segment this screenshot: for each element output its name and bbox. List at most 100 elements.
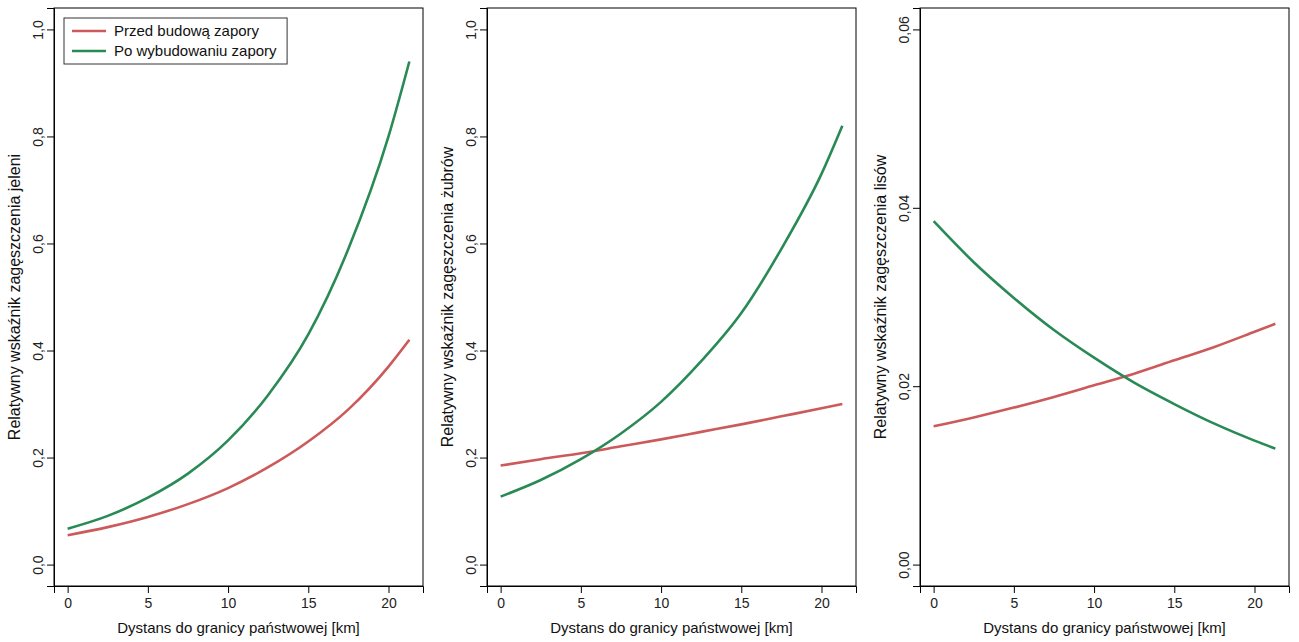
x-tick: 15 <box>301 586 317 611</box>
x-tick: 20 <box>381 586 397 611</box>
y-tick: 0,02 <box>896 373 920 400</box>
x-tick: 0 <box>497 586 505 611</box>
x-tick-mark <box>822 586 823 593</box>
x-tick-mark <box>389 586 390 593</box>
panel: 0 5 10 15 20 0,0 0,2 0,4 0,6 0,8 1,0 Dystans do gra… <box>6 8 424 636</box>
y-axis-title: Relatywny wskaźnik zagęszczenia jeleni <box>6 154 23 440</box>
x-tick: 20 <box>1247 586 1263 611</box>
x-tick-mark <box>1094 586 1095 593</box>
series-line <box>934 221 1276 448</box>
plot-frame <box>54 8 423 586</box>
y-tick-label: 0,8 <box>463 127 479 147</box>
y-tick-label: 0,4 <box>30 341 46 361</box>
y-tick: 0,06 <box>896 16 920 43</box>
x-tick: 15 <box>1167 586 1183 611</box>
panel: 051015200,000,020,040,06Dystans do grani… <box>872 8 1290 636</box>
y-tick-label: 0,00 <box>896 551 912 578</box>
panel: 0 5 10 15 20 0,0 0,2 0,4 0,6 0,8 1,0 Dystans do gra… <box>439 8 857 636</box>
y-tick-mark <box>480 29 487 30</box>
x-tick-label: 5 <box>144 595 152 611</box>
y-tick-mark <box>47 136 54 137</box>
y-tick: 0,00 <box>896 551 920 578</box>
x-tick-label: 10 <box>1087 595 1103 611</box>
x-tick-mark <box>308 586 309 593</box>
figure: 0 5 10 15 20 0,0 0,2 0,4 0,6 0,8 1,0 Dystans do gra… <box>0 0 1299 642</box>
y-tick-mark <box>47 351 54 352</box>
x-tick-label: 20 <box>381 595 397 611</box>
x-tick-label: 10 <box>654 595 670 611</box>
y-tick-label: 0,06 <box>896 16 912 43</box>
legend-box <box>64 18 287 64</box>
x-tick-mark <box>1174 586 1175 593</box>
x-tick: 10 <box>654 586 670 611</box>
y-tick: 1,0 <box>463 20 487 40</box>
x-axis: 0 5 10 15 20 <box>921 586 1290 611</box>
x-tick: 10 <box>221 586 237 611</box>
x-tick: 0 <box>64 586 72 611</box>
y-axis-line <box>480 9 488 587</box>
y-axis-title: Relatywny wskaźnik zagęszczenia żubrów <box>439 146 456 447</box>
y-tick-mark <box>913 208 920 209</box>
y-tick-mark <box>913 29 920 30</box>
y-tick-mark <box>913 565 920 566</box>
y-tick-label: 0,6 <box>30 234 46 254</box>
y-tick: 1,0 <box>30 20 54 40</box>
x-axis: 0 5 10 15 20 <box>55 586 424 611</box>
y-tick-label: 0,02 <box>896 373 912 400</box>
y-axis: 0,0 0,2 0,4 0,6 0,8 1,0 <box>463 9 488 587</box>
plot-frame <box>487 8 856 586</box>
y-tick-label: 0,6 <box>463 234 479 254</box>
lines <box>501 126 843 497</box>
series-line <box>501 404 843 466</box>
y-tick: 0,6 <box>30 234 54 254</box>
x-tick-label: 0 <box>930 595 938 611</box>
x-tick-label: 15 <box>301 595 317 611</box>
y-axis: 0,000,020,040,06 <box>896 9 921 587</box>
x-tick-label: 20 <box>814 595 830 611</box>
y-tick-label: 0,2 <box>30 448 46 468</box>
y-tick-mark <box>913 386 920 387</box>
y-tick-label: 0,0 <box>463 555 479 575</box>
x-axis-title: Dystans do granicy państwowej [km] <box>117 619 360 636</box>
x-tick: 20 <box>814 586 830 611</box>
x-tick-label: 5 <box>577 595 585 611</box>
lines <box>934 221 1276 448</box>
x-axis-line <box>488 587 857 594</box>
y-tick-mark <box>480 565 487 566</box>
y-tick: 0,4 <box>30 341 54 361</box>
y-tick-label: 0,4 <box>463 341 479 361</box>
x-axis-title: Dystans do granicy państwowej [km] <box>983 619 1226 636</box>
x-axis-title: Dystans do granicy państwowej [km] <box>550 619 793 636</box>
x-tick: 5 <box>144 586 152 611</box>
y-tick: 0,2 <box>463 448 487 468</box>
legend-swatch <box>72 50 106 53</box>
x-tick-label: 5 <box>1010 595 1018 611</box>
x-tick-mark <box>148 586 149 593</box>
y-tick-mark <box>480 136 487 137</box>
y-tick-mark <box>480 243 487 244</box>
y-tick-mark <box>47 565 54 566</box>
y-tick-label: 0,0 <box>30 555 46 575</box>
y-tick: 0,2 <box>30 448 54 468</box>
legend-label: Po wybudowaniu zapory <box>114 42 277 59</box>
x-tick-label: 15 <box>734 595 750 611</box>
y-tick: 0,4 <box>463 341 487 361</box>
y-axis-line <box>47 9 55 587</box>
x-tick-mark <box>68 586 69 593</box>
x-tick-label: 0 <box>497 595 505 611</box>
x-tick-mark <box>228 586 229 593</box>
y-axis-title: Relatywny wskaźnik zagęszczenia lisów <box>872 154 889 439</box>
x-tick-mark <box>501 586 502 593</box>
y-tick: 0,6 <box>463 234 487 254</box>
x-tick: 10 <box>1087 586 1103 611</box>
x-tick-label: 0 <box>64 595 72 611</box>
y-tick-label: 0,2 <box>463 448 479 468</box>
legend-swatch <box>72 30 106 33</box>
series-line <box>68 62 410 529</box>
x-tick-label: 10 <box>221 595 237 611</box>
series-line <box>501 126 843 497</box>
x-tick-label: 20 <box>1247 595 1263 611</box>
y-tick-label: 0,8 <box>30 127 46 147</box>
x-tick-label: 15 <box>1167 595 1183 611</box>
x-tick-mark <box>1255 586 1256 593</box>
